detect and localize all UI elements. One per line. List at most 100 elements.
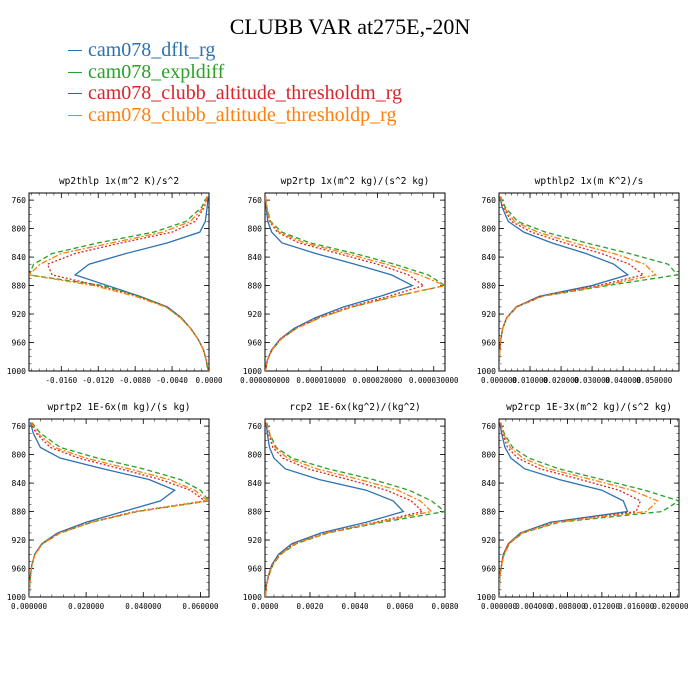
y-tick-label: 960 — [12, 339, 27, 348]
y-tick-label: 840 — [12, 253, 27, 262]
panel-6: wp2rcp 1E-3x(m^2 kg)/(s^2 kg) 760 800 840 88… — [477, 402, 689, 611]
panel-frame — [28, 418, 210, 598]
legend-label: cam078_dflt_rg — [88, 39, 216, 62]
panel-title: wp2rtp 1x(m^2 kg)/(s^2 kg) — [281, 176, 430, 187]
legend-swatch — [68, 50, 82, 52]
series-line-4 — [265, 196, 445, 371]
x-tick-label: -0.0120 — [82, 376, 114, 385]
x-tick-label: 0.040000 — [605, 376, 642, 385]
y-tick-label: 960 — [248, 565, 263, 574]
series-line-2 — [29, 422, 209, 597]
x-tick-label: -0.0040 — [156, 376, 188, 385]
panel-title: wprtp2 1E-6x(m kg)/(s kg) — [48, 402, 191, 413]
series-line-1 — [265, 422, 405, 597]
panel-frame — [498, 192, 680, 372]
x-tick-label: 0.050000 — [636, 376, 673, 385]
y-tick-label: 760 — [12, 422, 27, 431]
series-line-3 — [46, 196, 209, 371]
panel-4: wprtp2 1E-6x(m kg)/(s kg) 760 800 840 880 920… — [7, 402, 219, 611]
x-tick-label: 0.000000 — [481, 602, 518, 611]
y-tick-label: 880 — [248, 282, 263, 291]
y-tick-label: 760 — [12, 196, 27, 205]
legend-item-thresholdp: cam078_clubb_altitude_thresholdp_rg — [68, 103, 402, 127]
x-tick-label: 0.0000 — [251, 602, 279, 611]
x-tick-label: 0.000000000 — [240, 376, 290, 385]
series-line-1 — [265, 196, 415, 371]
legend-label: cam078_clubb_altitude_thresholdp_rg — [88, 103, 397, 126]
series-line-4 — [499, 422, 659, 597]
y-tick-label: 1000 — [477, 593, 496, 602]
y-tick-label: 1000 — [243, 593, 262, 602]
x-tick-label: 0.008000 — [550, 602, 587, 611]
figure-title: CLUBB VAR at275E,-20N — [229, 14, 471, 39]
y-tick-label: 920 — [12, 310, 27, 319]
panel-title: rcp2 1E-6x(kg^2)/(kg^2) — [289, 402, 421, 413]
y-tick-label: 840 — [248, 253, 263, 262]
y-tick-label: 880 — [482, 508, 497, 517]
y-tick-label: 760 — [482, 196, 497, 205]
y-tick-label: 800 — [12, 225, 27, 234]
panel-frame — [28, 192, 210, 372]
x-tick-label: 0.000000 — [481, 376, 518, 385]
y-tick-label: 1000 — [7, 367, 26, 376]
y-tick-label: 960 — [12, 565, 27, 574]
legend: cam078_dflt_rg cam078_expldiff cam078_cl… — [68, 39, 402, 127]
panel-3: wpthlp2 1x(m K^2)/s 760 800 840 880 920 960 100… — [477, 176, 680, 385]
y-tick-label: 920 — [248, 536, 263, 545]
legend-label: cam078_expldiff — [88, 60, 225, 83]
x-tick-label: -0.0080 — [119, 376, 151, 385]
series-line-2 — [265, 422, 445, 597]
y-tick-label: 1000 — [477, 367, 496, 376]
x-tick-label: 0.000010000 — [296, 376, 346, 385]
series-line-3 — [499, 422, 642, 597]
y-tick-label: 840 — [12, 479, 27, 488]
y-tick-label: 920 — [482, 536, 497, 545]
y-tick-label: 960 — [482, 339, 497, 348]
x-tick-label: 0.010000 — [512, 376, 549, 385]
panel-5: rcp2 1E-6x(kg^2)/(kg^2) 760 800 840 880 920 96… — [243, 402, 459, 611]
panel-title: wp2rcp 1E-3x(m^2 kg)/(s^2 kg) — [506, 402, 672, 413]
y-tick-label: 800 — [248, 451, 263, 460]
series-line-2 — [499, 196, 679, 371]
series-line-4 — [265, 422, 433, 597]
y-tick-label: 880 — [248, 508, 263, 517]
y-tick-label: 760 — [248, 196, 263, 205]
y-tick-label: 880 — [482, 282, 497, 291]
y-tick-label: 800 — [482, 451, 497, 460]
legend-swatch — [68, 71, 82, 73]
series-line-2 — [499, 422, 679, 597]
x-tick-label: 0.000000 — [11, 602, 48, 611]
y-tick-label: 880 — [12, 282, 27, 291]
y-tick-label: 960 — [482, 565, 497, 574]
x-tick-label: 0.0080 — [431, 602, 459, 611]
series-line-2 — [29, 196, 209, 371]
y-tick-label: 960 — [248, 339, 263, 348]
x-tick-label: 0.020000 — [543, 376, 580, 385]
x-tick-label: 0.012000 — [584, 602, 621, 611]
series-line-1 — [29, 422, 177, 597]
y-tick-label: 800 — [12, 451, 27, 460]
y-tick-label: 920 — [482, 310, 497, 319]
series-line-4 — [499, 196, 658, 371]
x-tick-label: 0.004000 — [515, 602, 552, 611]
panel-frame — [498, 418, 680, 598]
panel-title: wpthlp2 1x(m K^2)/s — [535, 176, 644, 187]
panel-1: wp2thlp 1x(m^2 K)/s^2 760 800 840 880 920 960 1… — [7, 176, 223, 385]
x-tick-label: 0.000030000 — [409, 376, 459, 385]
legend-swatch — [68, 114, 82, 116]
x-tick-label: 0.0000 — [195, 376, 223, 385]
y-tick-label: 800 — [482, 225, 497, 234]
legend-item-expldiff: cam078_expldiff — [68, 60, 402, 84]
x-tick-label: 0.020000 — [652, 602, 689, 611]
y-tick-label: 920 — [12, 536, 27, 545]
x-tick-label: 0.0060 — [386, 602, 414, 611]
x-tick-label: 0.000020000 — [353, 376, 403, 385]
x-tick-label: 0.020000 — [68, 602, 105, 611]
series-line-3 — [265, 196, 426, 371]
series-line-3 — [499, 196, 645, 371]
series-line-4 — [29, 422, 209, 597]
y-tick-label: 880 — [12, 508, 27, 517]
y-tick-label: 760 — [248, 422, 263, 431]
